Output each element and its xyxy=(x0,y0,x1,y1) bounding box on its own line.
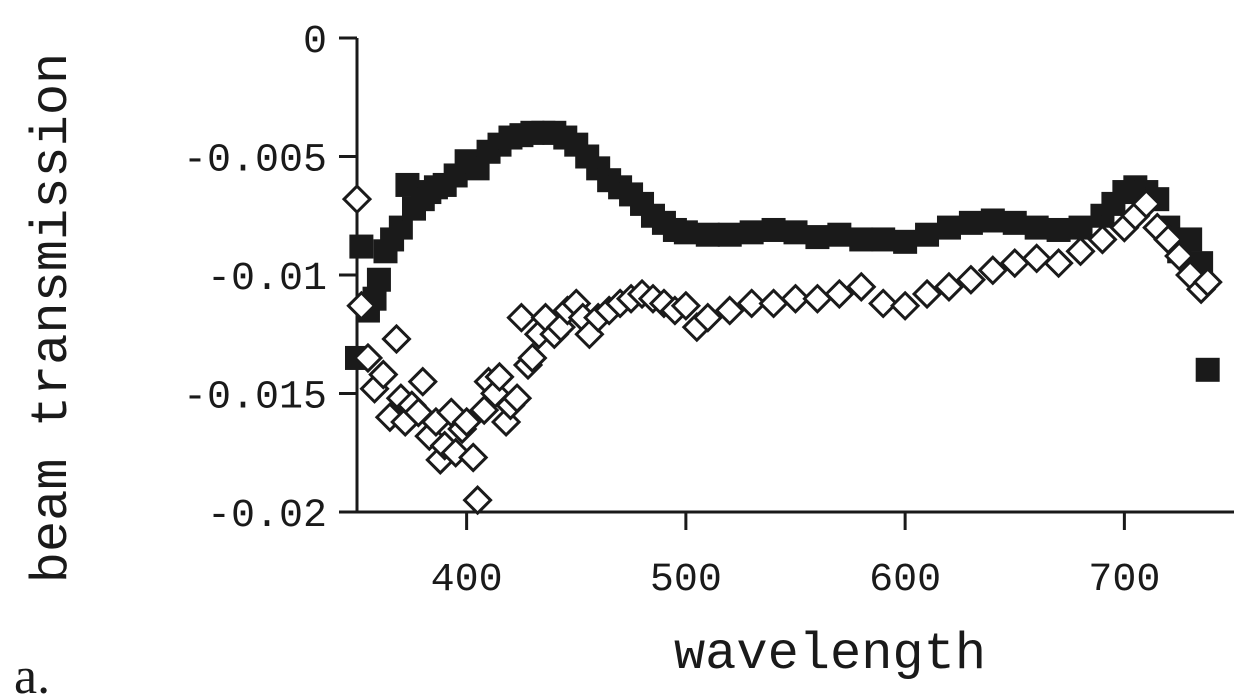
data-point-diamond xyxy=(1065,236,1096,267)
data-point-diamond xyxy=(352,342,384,374)
data-point-square xyxy=(1195,357,1220,382)
data-point-square xyxy=(761,217,786,242)
y-tick-label: 0 xyxy=(303,20,327,65)
data-point-square xyxy=(893,229,918,254)
data-point-diamond xyxy=(670,290,701,321)
data-point-square xyxy=(827,222,852,247)
data-point-diamond xyxy=(1043,248,1074,279)
data-point-diamond xyxy=(341,184,373,215)
data-series xyxy=(341,120,1223,516)
y-tick-label: -0.02 xyxy=(207,494,327,539)
data-point-diamond xyxy=(484,361,515,393)
data-point-square xyxy=(717,222,742,247)
y-tick-label: -0.01 xyxy=(207,257,327,302)
data-point-square xyxy=(958,210,983,235)
data-point-diamond xyxy=(824,278,855,310)
x-tick-label: 400 xyxy=(431,558,503,603)
x-tick-label: 500 xyxy=(650,558,722,603)
data-point-diamond xyxy=(381,323,412,355)
data-point-diamond xyxy=(890,290,921,321)
data-point-diamond xyxy=(868,288,899,319)
data-point-diamond xyxy=(462,485,493,516)
data-point-diamond xyxy=(758,288,789,319)
data-point-square xyxy=(349,234,374,259)
data-point-diamond xyxy=(451,406,482,438)
data-point-square xyxy=(915,222,940,247)
data-point-diamond xyxy=(692,302,723,333)
data-point-square xyxy=(1002,210,1027,235)
data-point-diamond xyxy=(933,271,965,302)
data-point-square xyxy=(1024,215,1049,240)
data-point-diamond xyxy=(714,295,745,326)
data-point-square xyxy=(695,222,720,247)
data-point-diamond xyxy=(1021,243,1052,274)
data-point-square xyxy=(936,215,961,240)
data-point-diamond xyxy=(1164,240,1195,272)
axes: 0 -0.005 -0.01 -0.015 -0.02 400 500 600 700 xyxy=(183,20,1234,603)
x-axis-title: wavelength xyxy=(674,625,986,684)
y-tick-label: -0.015 xyxy=(183,376,327,421)
data-point-square xyxy=(871,227,896,252)
data-point-diamond xyxy=(374,402,406,433)
data-point-diamond xyxy=(1192,266,1223,298)
data-point-diamond xyxy=(911,278,943,310)
series-2 xyxy=(341,184,1223,516)
data-point-diamond xyxy=(407,366,438,397)
panel-label: a. xyxy=(14,648,50,697)
data-point-diamond xyxy=(458,442,489,473)
data-point-diamond xyxy=(802,283,833,314)
data-point-diamond xyxy=(440,437,471,468)
data-point-diamond xyxy=(1131,188,1162,220)
data-point-diamond xyxy=(736,288,767,319)
data-point-diamond xyxy=(977,255,1008,286)
data-point-square xyxy=(805,225,830,250)
data-point-square xyxy=(1046,217,1071,242)
data-point-diamond xyxy=(480,378,511,409)
data-point-square xyxy=(849,227,874,252)
data-point-diamond xyxy=(506,302,537,333)
data-point-square xyxy=(1068,215,1093,240)
data-point-diamond xyxy=(346,290,377,321)
data-point-diamond xyxy=(955,264,987,295)
x-tick-label: 700 xyxy=(1088,558,1160,603)
data-point-diamond xyxy=(490,406,522,438)
data-point-square xyxy=(980,208,1005,233)
y-tick-label: -0.005 xyxy=(183,139,327,184)
data-point-diamond xyxy=(1087,224,1118,255)
data-point-square xyxy=(366,267,391,292)
data-point-square xyxy=(673,220,698,245)
data-point-diamond xyxy=(501,383,533,414)
data-point-diamond xyxy=(517,342,548,374)
data-point-square xyxy=(783,220,808,245)
y-axis-title: beam transmission xyxy=(23,53,82,584)
data-point-diamond xyxy=(780,283,811,314)
data-point-square xyxy=(739,220,764,245)
data-point-diamond xyxy=(846,271,877,302)
data-point-diamond xyxy=(368,359,399,390)
x-tick-label: 600 xyxy=(869,558,941,603)
